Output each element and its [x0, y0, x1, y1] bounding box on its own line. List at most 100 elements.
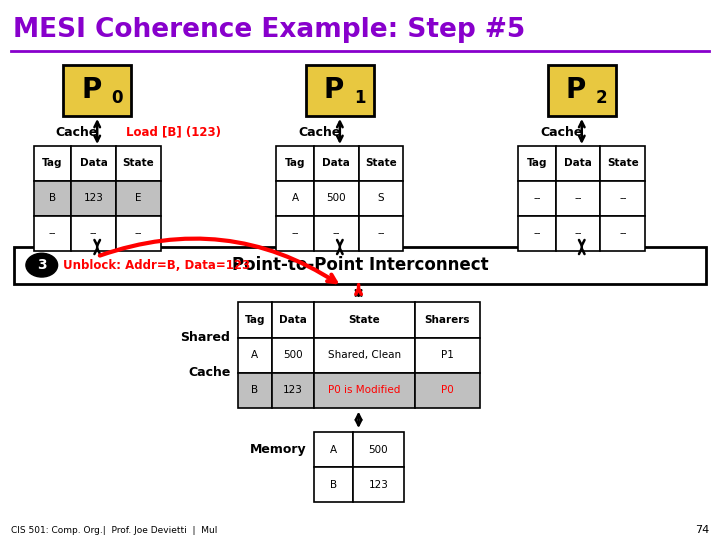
- Bar: [314, 216, 359, 251]
- Bar: [518, 216, 556, 251]
- Text: --: --: [575, 228, 582, 239]
- Bar: [314, 146, 359, 181]
- Bar: [71, 181, 116, 216]
- Text: MESI Coherence Example: Step #5: MESI Coherence Example: Step #5: [13, 17, 525, 43]
- Bar: [71, 146, 116, 181]
- Bar: [305, 65, 374, 116]
- Bar: [34, 146, 71, 181]
- Text: Data: Data: [323, 158, 350, 168]
- Text: CIS 501: Comp. Org.|  Prof. Joe Devietti  |  Mul: CIS 501: Comp. Org.| Prof. Joe Devietti …: [11, 526, 217, 535]
- Bar: [34, 216, 71, 251]
- Text: --: --: [377, 228, 384, 239]
- Text: 123: 123: [84, 193, 104, 204]
- Text: Unblock: Addr=B, Data=123: Unblock: Addr=B, Data=123: [63, 259, 251, 272]
- Bar: [276, 216, 314, 251]
- Text: Shared, Clean: Shared, Clean: [328, 350, 401, 360]
- Bar: [314, 302, 415, 338]
- Text: --: --: [575, 193, 582, 204]
- Text: B: B: [330, 480, 337, 490]
- Text: A: A: [330, 444, 337, 455]
- Bar: [276, 181, 314, 216]
- FancyArrowPatch shape: [100, 239, 336, 282]
- Text: P: P: [324, 77, 344, 104]
- Bar: [238, 338, 272, 373]
- Bar: [238, 302, 272, 338]
- Bar: [353, 467, 403, 502]
- Bar: [272, 373, 314, 408]
- Bar: [556, 146, 600, 181]
- Text: Tag: Tag: [245, 315, 265, 325]
- Bar: [63, 65, 132, 116]
- Text: Cache: Cache: [298, 126, 341, 139]
- Text: P0 is Modified: P0 is Modified: [328, 385, 400, 395]
- Text: B: B: [49, 193, 56, 204]
- Text: --: --: [619, 193, 626, 204]
- Bar: [272, 302, 314, 338]
- Circle shape: [26, 253, 58, 277]
- Text: --: --: [90, 228, 97, 239]
- Bar: [314, 373, 415, 408]
- Bar: [272, 338, 314, 373]
- Bar: [238, 373, 272, 408]
- Bar: [518, 146, 556, 181]
- Text: Load [B] (123): Load [B] (123): [126, 126, 221, 139]
- Text: P: P: [81, 77, 102, 104]
- Bar: [415, 302, 480, 338]
- Text: E: E: [135, 193, 142, 204]
- Text: State: State: [607, 158, 639, 168]
- Bar: [314, 338, 415, 373]
- Text: --: --: [49, 228, 56, 239]
- Text: S: S: [377, 193, 384, 204]
- Bar: [116, 216, 161, 251]
- Text: --: --: [333, 228, 340, 239]
- Text: Cache: Cache: [188, 366, 230, 379]
- Bar: [548, 65, 616, 116]
- Text: Data: Data: [80, 158, 107, 168]
- Text: Sharers: Sharers: [424, 315, 470, 325]
- Text: 500: 500: [326, 193, 346, 204]
- Bar: [556, 216, 600, 251]
- Text: Shared: Shared: [181, 331, 230, 344]
- Bar: [34, 181, 71, 216]
- Text: 0: 0: [112, 89, 123, 107]
- Bar: [518, 181, 556, 216]
- Bar: [353, 432, 403, 467]
- Bar: [314, 467, 353, 502]
- Text: P0: P0: [441, 385, 454, 395]
- Text: Cache: Cache: [55, 126, 98, 139]
- Text: Data: Data: [564, 158, 592, 168]
- Text: 74: 74: [695, 525, 709, 535]
- Bar: [314, 432, 353, 467]
- Text: Point-to-Point Interconnect: Point-to-Point Interconnect: [232, 256, 488, 274]
- Text: P: P: [566, 77, 586, 104]
- Text: Tag: Tag: [527, 158, 547, 168]
- Bar: [359, 216, 403, 251]
- Text: Data: Data: [279, 315, 307, 325]
- Text: Cache: Cache: [540, 126, 582, 139]
- Text: A: A: [292, 193, 299, 204]
- Bar: [14, 247, 706, 284]
- Bar: [415, 373, 480, 408]
- Text: 2: 2: [596, 89, 608, 107]
- Bar: [556, 181, 600, 216]
- Text: B: B: [251, 385, 258, 395]
- Text: Tag: Tag: [42, 158, 63, 168]
- Bar: [600, 181, 645, 216]
- Bar: [71, 216, 116, 251]
- Text: 500: 500: [369, 444, 388, 455]
- Text: State: State: [348, 315, 380, 325]
- Bar: [276, 146, 314, 181]
- Text: P1: P1: [441, 350, 454, 360]
- Text: Memory: Memory: [250, 443, 307, 456]
- Text: --: --: [534, 193, 541, 204]
- Bar: [600, 146, 645, 181]
- Text: --: --: [292, 228, 299, 239]
- Bar: [359, 146, 403, 181]
- Text: A: A: [251, 350, 258, 360]
- Bar: [314, 181, 359, 216]
- Text: State: State: [122, 158, 154, 168]
- Text: 1: 1: [354, 89, 366, 107]
- Text: Tag: Tag: [285, 158, 305, 168]
- Bar: [600, 216, 645, 251]
- Text: --: --: [619, 228, 626, 239]
